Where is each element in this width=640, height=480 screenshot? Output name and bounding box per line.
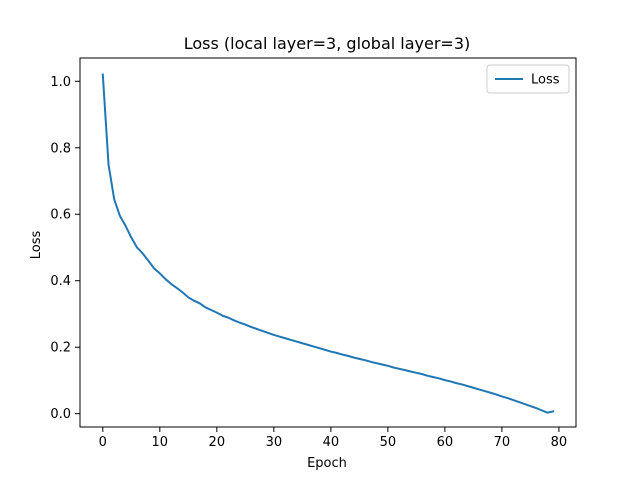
axes-frame <box>79 57 577 428</box>
series-line-0 <box>101 73 555 414</box>
y-tick-label: 0.8 <box>50 141 71 156</box>
x-axis-label: Epoch <box>307 456 347 471</box>
x-tick-label: 80 <box>551 435 568 450</box>
x-tick-label: 0 <box>99 435 107 450</box>
legend-label: Loss <box>531 73 560 88</box>
y-tick-label: 1.0 <box>50 75 71 90</box>
plot-area: 0 10 20 30 40 50 60 70 80 0.0 0.2 0.4 0.6 0.8 1.0 Loss <box>50 57 577 450</box>
y-tick-label: 0.0 <box>50 407 71 422</box>
x-tick-label: 50 <box>380 435 397 450</box>
x-tick-label: 40 <box>323 435 340 450</box>
y-axis-label: Loss <box>29 231 44 260</box>
legend-box <box>486 64 570 94</box>
y-tick-label: 0.4 <box>50 274 71 289</box>
chart-title: Loss (local layer=3, global layer=3) <box>184 34 471 53</box>
x-tick-label: 70 <box>494 435 511 450</box>
x-tick-label: 20 <box>209 435 226 450</box>
y-tick-label: 0.2 <box>50 341 71 356</box>
y-tick-label: 0.6 <box>50 208 71 223</box>
x-tick-label: 10 <box>152 435 169 450</box>
x-tick-label: 30 <box>266 435 283 450</box>
x-tick-label: 60 <box>437 435 454 450</box>
